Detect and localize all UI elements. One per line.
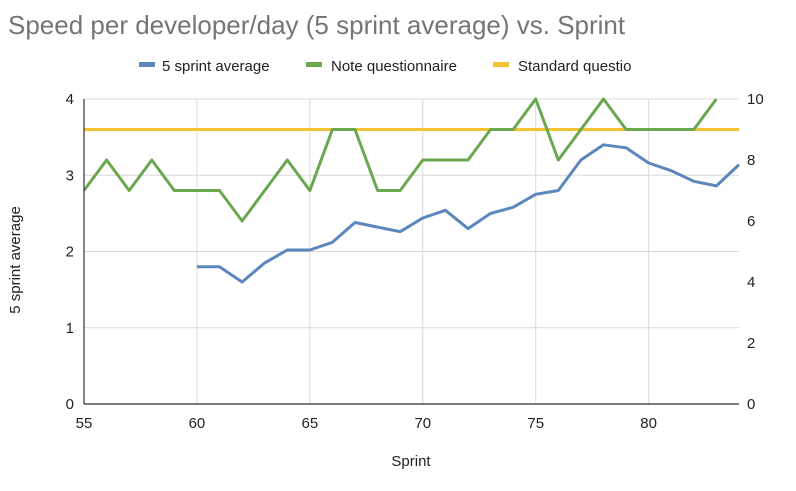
series-line-5-sprint-average: [196, 143, 741, 284]
x-axis-title: Sprint: [391, 453, 431, 470]
y2-tick-label: 8: [747, 152, 755, 169]
y-tick-label: 3: [66, 167, 74, 184]
x-tick-label: 70: [414, 415, 431, 432]
y2-tick-label: 4: [747, 274, 755, 291]
y-tick-label: 2: [66, 244, 74, 261]
legend-swatch-standard-questio: [493, 62, 509, 67]
y-tick-label: 1: [66, 320, 74, 337]
legend-label-note-questionnaire: Note questionnaire: [331, 58, 457, 75]
y-tick-label: 0: [66, 396, 74, 413]
x-tick-label: 75: [527, 415, 544, 432]
y2-tick-label: 0: [747, 396, 755, 413]
legend: 5 sprint average Note questionnaire Stan…: [139, 58, 631, 75]
chart-title: Speed per developer/day (5 sprint averag…: [8, 10, 626, 40]
y2-tick-label: 2: [747, 335, 755, 352]
x-tick-label: 55: [76, 415, 93, 432]
y-tick-label: 4: [66, 91, 74, 108]
series-line-note-questionnaire: [82, 97, 718, 223]
legend-label-5-sprint-average: 5 sprint average: [162, 58, 270, 75]
y2-tick-label: 10: [747, 91, 764, 108]
x-tick-label: 60: [189, 415, 206, 432]
x-tick-label: 65: [302, 415, 319, 432]
legend-swatch-5-sprint-average: [139, 62, 155, 67]
y2-tick-label: 6: [747, 213, 755, 230]
legend-label-standard-questio: Standard questio: [518, 58, 631, 75]
series-layer: [82, 97, 741, 284]
gridlines: [84, 98, 739, 404]
legend-swatch-note-questionnaire: [306, 62, 322, 67]
x-tick-label: 80: [640, 415, 657, 432]
y-axis-title: 5 sprint average: [7, 206, 24, 314]
tick-labels: 55 60 65 70 75 80 0 1 2 3 4 0 2 4 6 8 10: [66, 91, 764, 432]
axes: [83, 99, 739, 405]
